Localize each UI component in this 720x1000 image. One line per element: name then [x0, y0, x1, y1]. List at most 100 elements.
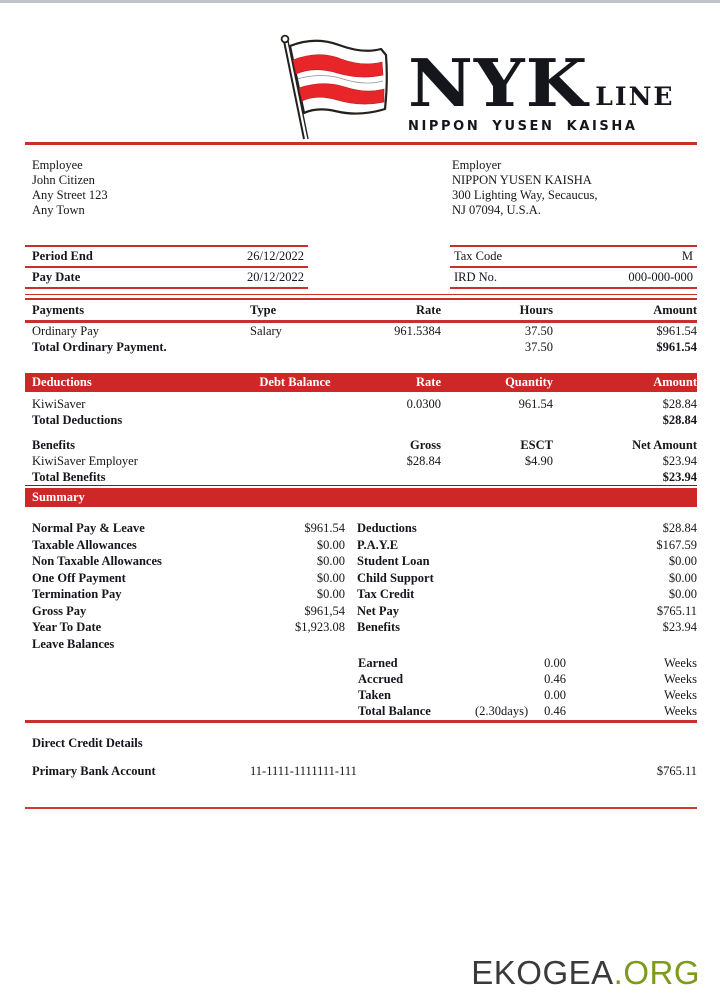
period-end-label: Period End [32, 248, 93, 263]
leave-row-note [463, 671, 536, 687]
leave-row-value: 0.46 [544, 672, 566, 686]
direct-credit-title: Direct Credit Details [32, 736, 143, 750]
pay-date-label: Pay Date [32, 269, 81, 284]
benefits-total-row: Total Benefits $23.94 [25, 469, 697, 485]
payment-amount: $961.54 [656, 323, 697, 338]
tax-block: Tax Code M IRD No. 000-000-000 [450, 244, 697, 289]
payments-total-hours: 37.50 [524, 339, 553, 354]
summary-right-label: Benefits [357, 620, 401, 634]
benefits-total-amount: $23.94 [662, 469, 697, 484]
payments-table: Payments Type Rate Hours Amount Ordinary… [25, 293, 697, 355]
deductions-header-row: Deductions Debt Balance Rate Quantity Am… [25, 372, 697, 392]
summary-section: Normal Pay & Leave $961.54 Deductions $2… [25, 520, 697, 652]
payment-type: Salary [250, 323, 282, 338]
leave-row-label: Earned [358, 656, 398, 670]
leave-row-label: Taken [358, 688, 391, 702]
benefit-name: KiwiSaver Employer [32, 453, 138, 468]
leave-row-unit: Weeks [663, 672, 697, 686]
benefit-net: $23.94 [662, 453, 697, 468]
summary-right-value: $23.94 [662, 620, 697, 634]
benefit-gross: $28.84 [406, 453, 441, 468]
hours-header: Hours [519, 303, 553, 317]
summary-left-label: Year To Date [32, 620, 102, 634]
summary-right-value: $765.11 [656, 603, 697, 618]
benefits-table: Benefits Gross ESCT Net Amount KiwiSaver… [25, 437, 697, 486]
summary-left-label: Taxable Allowances [32, 537, 137, 552]
deduction-row: KiwiSaver 0.0300 961.54 $28.84 [25, 396, 697, 412]
benefits-total-label: Total Benefits [32, 469, 106, 484]
payments-header: Payments [32, 303, 85, 317]
watermark-name: EKOGEA [471, 954, 614, 991]
brand-block: NYK LINE NIPPON YUSEN KAISHA [408, 45, 674, 134]
summary-right-label: P.A.Y.E [357, 537, 399, 552]
summary-left-label: Non Taxable Allowances [32, 554, 162, 568]
summary-right-label: Deductions [357, 521, 417, 535]
net-amount-header: Net Amount [632, 437, 697, 452]
benefits-header: Benefits [32, 437, 76, 452]
summary-left-label: Termination Pay [32, 587, 122, 601]
employer-address-1: 300 Lighting Way, Secaucus, [452, 187, 598, 202]
benefit-esct: $4.90 [524, 453, 553, 468]
leave-row-value: 0.00 [544, 688, 566, 702]
section-divider [25, 720, 697, 723]
employer-name: NIPPON YUSEN KAISHA [452, 172, 592, 187]
amount-header: Amount [653, 303, 697, 317]
pay-date-value: 20/12/2022 [247, 269, 304, 284]
nyk-flag-icon [280, 34, 388, 140]
payments-total-amount: $961.54 [656, 339, 697, 354]
parties-section: Employee John Citizen Any Street 123 Any… [25, 158, 697, 218]
deductions-amount-header: Amount [653, 374, 697, 389]
benefit-row: KiwiSaver Employer $28.84 $4.90 $23.94 [25, 453, 697, 469]
leave-row-note [463, 687, 536, 703]
deduction-quantity: 961.54 [518, 396, 553, 411]
summary-left-value: $0.00 [316, 554, 345, 568]
leave-row-value: 0.46 [544, 704, 566, 718]
header-divider [25, 142, 697, 145]
brand-line-suffix: LINE [595, 82, 675, 111]
payments-total-row: Total Ordinary Payment. 37.50 $961.54 [25, 339, 697, 355]
leave-row-unit: Weeks [663, 704, 697, 718]
employer-block: Employer NIPPON YUSEN KAISHA 300 Lightin… [452, 158, 704, 218]
summary-right-label: Student Loan [357, 554, 430, 568]
bottom-divider [25, 807, 697, 809]
esct-header: ESCT [520, 437, 553, 452]
leave-row-label: Accrued [358, 672, 404, 686]
bank-account-row: Primary Bank Account 11-1111-1111111-111… [25, 764, 697, 779]
leave-row-unit: Weeks [663, 688, 697, 702]
quantity-header: Quantity [505, 374, 553, 389]
deductions-header: Deductions [32, 374, 92, 389]
brand-nyk: NYK [408, 44, 589, 122]
ird-value: 000-000-000 [628, 269, 693, 284]
summary-right-value: $28.84 [662, 521, 697, 535]
deduction-rate: 0.0300 [406, 396, 441, 411]
benefits-header-row: Benefits Gross ESCT Net Amount [25, 437, 697, 453]
tax-code-label: Tax Code [454, 248, 503, 263]
summary-left-label: Gross Pay [32, 603, 87, 618]
employee-address-1: Any Street 123 [32, 187, 108, 202]
deductions-rate-header: Rate [416, 374, 441, 389]
leave-row-label: Total Balance [358, 704, 431, 718]
leave-row-note [463, 655, 536, 671]
leave-row-unit: Weeks [663, 656, 697, 670]
summary-bar: Summary [25, 488, 697, 507]
period-end-value: 26/12/2022 [247, 248, 304, 263]
employee-block: Employee John Citizen Any Street 123 Any… [32, 158, 452, 218]
leave-row-value: 0.00 [544, 656, 566, 670]
watermark: EKOGEA.ORG [471, 954, 700, 992]
summary-left-value: $961,54 [304, 603, 345, 618]
summary-right-value: $0.00 [668, 587, 697, 601]
summary-right-label: Child Support [357, 570, 434, 585]
bank-account-label: Primary Bank Account [32, 764, 156, 778]
summary-left-value: $961.54 [304, 521, 345, 535]
deductions-total-label: Total Deductions [32, 412, 123, 427]
benefits-underline [25, 484, 697, 486]
logo-header: NYK LINE NIPPON YUSEN KAISHA [25, 3, 697, 142]
ird-label: IRD No. [454, 269, 498, 284]
deduction-amount: $28.84 [662, 396, 697, 411]
rate-header: Rate [416, 303, 441, 317]
period-info-section: Period End 26/12/2022 Pay Date 20/12/202… [25, 244, 697, 289]
gross-header: Gross [409, 437, 441, 452]
type-header: Type [250, 303, 277, 317]
employee-name: John Citizen [32, 172, 95, 187]
payment-rate: 961.5384 [394, 323, 441, 338]
